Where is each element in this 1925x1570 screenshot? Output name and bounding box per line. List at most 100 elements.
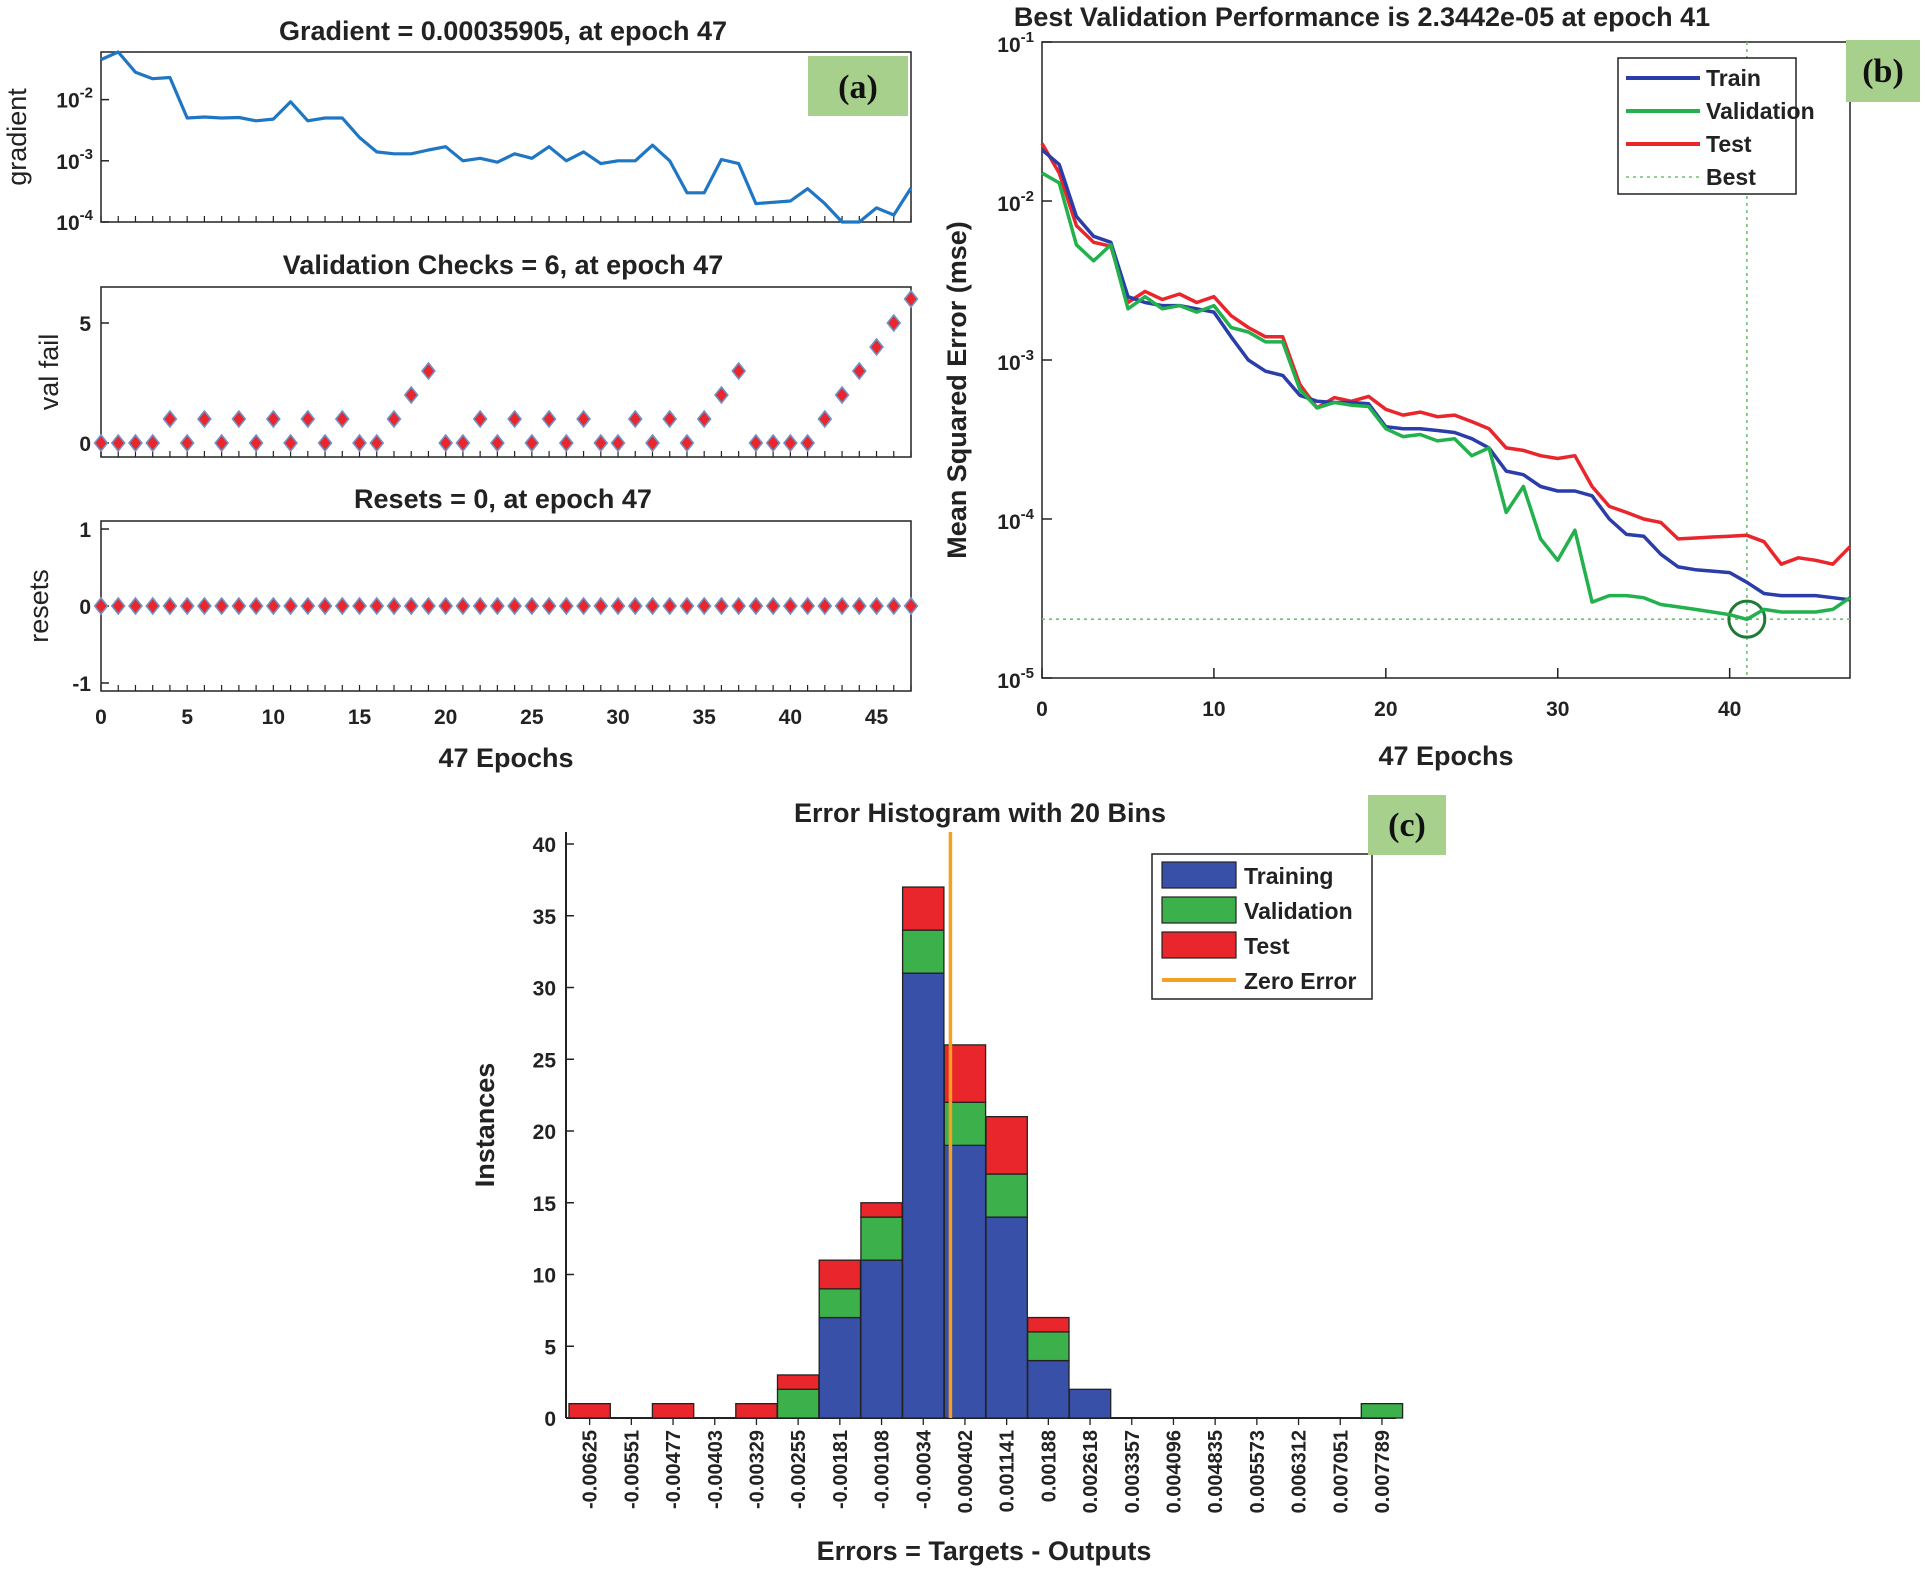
resets-point xyxy=(472,596,488,616)
panel-a-xtick-label: 20 xyxy=(434,706,457,729)
resets-point xyxy=(162,596,178,616)
performance-xtick-label: 10 xyxy=(1202,698,1225,721)
resets-point xyxy=(679,596,695,616)
panel-a-xtick-label: 35 xyxy=(693,706,717,729)
valfail-point xyxy=(196,409,212,429)
gradient-ytick-label: 10-4 xyxy=(56,207,93,235)
histogram-legend-label: Validation xyxy=(1244,898,1353,924)
histogram-xtick-label: -0.00108 xyxy=(872,1430,894,1509)
valfail-point xyxy=(128,433,143,453)
histogram-ytick-label: 5 xyxy=(544,1336,556,1359)
valfail-ylabel: val fail xyxy=(34,334,64,411)
performance-ytick-label: 10-3 xyxy=(997,347,1034,375)
resets-point xyxy=(317,596,333,616)
valfail-point xyxy=(110,433,126,453)
performance-ytick-label: 10-2 xyxy=(997,188,1034,216)
resets-point xyxy=(196,596,212,616)
histogram-bar-test xyxy=(1027,1316,1070,1333)
histogram-bar-validation xyxy=(1360,1403,1404,1419)
valfail-point xyxy=(265,409,281,429)
valfail-point xyxy=(834,385,850,405)
resets-point xyxy=(576,596,591,616)
histogram-xtick-label: -0.00477 xyxy=(663,1430,685,1509)
valfail-point xyxy=(507,409,523,429)
resets-point xyxy=(507,596,523,616)
performance-xtick-label: 40 xyxy=(1718,698,1741,721)
histogram-bar-test xyxy=(776,1374,820,1390)
valfail-point xyxy=(782,433,798,453)
histogram-xtick-label: -0.00034 xyxy=(913,1429,935,1509)
histogram-xlabel: Errors = Targets - Outputs xyxy=(817,1536,1152,1566)
histogram-xtick-label: 0.004835 xyxy=(1205,1430,1227,1513)
valfail-point xyxy=(472,409,488,429)
histogram-bar-training xyxy=(901,972,945,1419)
resets-ytick-label: -1 xyxy=(72,673,91,696)
resets-point xyxy=(231,596,247,616)
resets-point xyxy=(128,596,143,616)
valfail-point xyxy=(765,433,781,453)
valfail-point xyxy=(610,433,626,453)
valfail-point xyxy=(283,433,298,453)
valfail-point xyxy=(386,409,402,429)
histogram-legend-swatch xyxy=(1161,861,1237,889)
resets-ytick-label: 0 xyxy=(79,596,91,619)
valfail-point xyxy=(162,409,178,429)
valfail-point xyxy=(438,433,454,453)
histogram-xtick-label: -0.00181 xyxy=(830,1430,852,1509)
histogram-ytick-label: 30 xyxy=(533,978,556,1001)
valfail-point xyxy=(489,433,505,453)
performance-ytick-label: 10-5 xyxy=(997,665,1034,693)
valfail-point xyxy=(541,409,557,429)
valfail-point xyxy=(645,433,660,453)
performance-xtick-label: 0 xyxy=(1036,698,1048,721)
valfail-point xyxy=(524,433,540,453)
histogram-bar-validation xyxy=(776,1388,820,1419)
histogram-ytick-label: 15 xyxy=(533,1193,557,1216)
resets-point xyxy=(696,596,712,616)
panel-a: Gradient = 0.00035905, at epoch 47 10-2 1… xyxy=(2,16,919,773)
panel-c: Error Histogram with 20 Bins 0 5 10 15 20 25 3… xyxy=(470,795,1446,1566)
performance-xlabel: 47 Epochs xyxy=(1378,741,1513,771)
histogram-xtick-label: 0.007051 xyxy=(1330,1430,1352,1513)
panel-a-xtick-label: 5 xyxy=(181,706,193,729)
valfail-point xyxy=(869,337,884,357)
valfail-point xyxy=(334,409,350,429)
resets-point xyxy=(110,596,126,616)
performance-legend-label: Test xyxy=(1706,131,1752,157)
resets-title: Resets = 0, at epoch 47 xyxy=(354,484,652,514)
valfail-ytick-label: 0 xyxy=(79,433,91,456)
resets-point xyxy=(627,596,643,616)
resets-point xyxy=(145,596,161,616)
histogram-xtick-label: -0.00403 xyxy=(705,1430,727,1509)
valfail-point xyxy=(231,409,247,429)
panel-c-label: (c) xyxy=(1388,807,1426,844)
histogram-xtick-label: 0.001141 xyxy=(997,1430,1019,1512)
valfail-title: Validation Checks = 6, at epoch 47 xyxy=(283,250,723,280)
performance-legend xyxy=(1617,57,1797,195)
resets-point xyxy=(300,596,316,616)
histogram-ytick-label: 0 xyxy=(544,1408,556,1431)
valfail-point xyxy=(558,433,574,453)
histogram-legend-label: Training xyxy=(1244,863,1333,889)
resets-point xyxy=(421,596,436,616)
valfail-ytick-label: 5 xyxy=(79,313,91,336)
resets-point xyxy=(731,596,747,616)
valfail-point xyxy=(679,433,695,453)
performance-legend-label: Best xyxy=(1706,164,1756,190)
histogram-xtick-label: -0.00329 xyxy=(746,1430,768,1509)
gradient-ylabel: gradient xyxy=(2,88,32,186)
valfail-point xyxy=(421,361,436,381)
resets-point xyxy=(886,596,902,616)
histogram-xtick-label: 0.005573 xyxy=(1247,1430,1269,1513)
resets-point xyxy=(214,596,230,616)
resets-point xyxy=(800,596,816,616)
panel-a-xtick-label: 40 xyxy=(779,706,802,729)
valfail-point xyxy=(179,433,195,453)
resets-point xyxy=(93,596,109,616)
resets-point xyxy=(851,596,867,616)
resets-point xyxy=(283,596,298,616)
performance-line-test xyxy=(1040,142,1852,566)
histogram-bar-validation xyxy=(901,929,945,974)
histogram-legend-label: Test xyxy=(1244,933,1290,959)
resets-point xyxy=(386,596,402,616)
